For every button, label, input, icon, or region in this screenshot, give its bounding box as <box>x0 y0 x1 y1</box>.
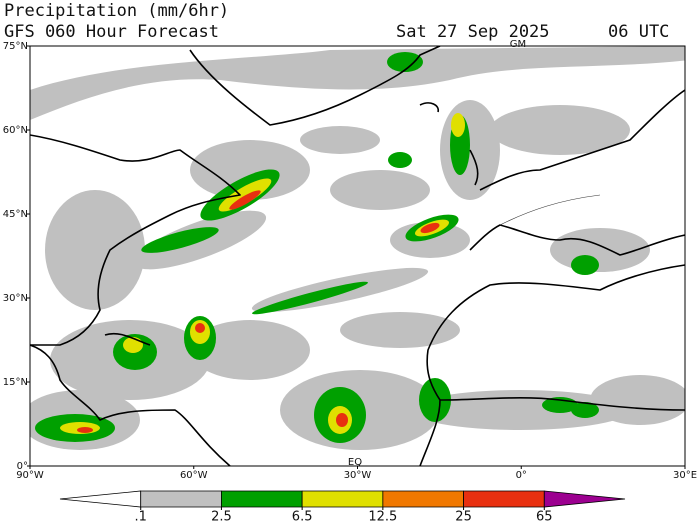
lat-label: 75°N <box>3 41 28 52</box>
legend-swatch <box>221 490 303 508</box>
lat-label: 60°N <box>3 125 28 136</box>
lon-label: 30°E <box>673 470 697 481</box>
coastlines <box>30 46 685 466</box>
subtitle: GFS 060 Hour Forecast <box>4 22 219 42</box>
legend-swatch <box>59 490 142 508</box>
legend-swatch <box>301 490 384 508</box>
legend-label: 65 <box>536 510 553 525</box>
color-legend: .1 2.5 6.5 12.5 25 65 <box>59 490 626 525</box>
legend-label: 25 <box>455 510 472 525</box>
intense-precip <box>77 190 440 433</box>
legend-swatch <box>382 490 464 508</box>
lon-label: 0° <box>516 470 527 481</box>
legend-label: 6.5 <box>292 510 313 525</box>
lat-label: 30°N <box>3 293 28 304</box>
legend-label: 12.5 <box>368 510 397 525</box>
precip-field <box>30 46 685 450</box>
lat-label: 15°N <box>3 377 28 388</box>
meridian-marker: GM <box>510 39 526 50</box>
time: 06 UTC <box>608 22 669 42</box>
lon-label: 90°W <box>16 470 44 481</box>
lat-label: 0° <box>17 461 28 472</box>
legend-label: 2.5 <box>211 510 232 525</box>
legend-swatch <box>543 490 626 508</box>
map: GM EQ 0° 15°N 30°N 45°N 60°N 75°N 90°W 60°W 30°W… <box>3 39 697 481</box>
title: Precipitation (mm/6hr) <box>4 1 229 21</box>
date: Sat 27 Sep 2025 <box>396 22 550 42</box>
legend-swatch <box>140 490 222 508</box>
equator-marker: EQ <box>348 457 362 468</box>
lon-label: 30°W <box>344 470 372 481</box>
legend-swatch <box>463 490 545 508</box>
lon-label: 60°W <box>180 470 208 481</box>
legend-label: .1 <box>135 510 147 525</box>
lat-label: 45°N <box>3 209 28 220</box>
